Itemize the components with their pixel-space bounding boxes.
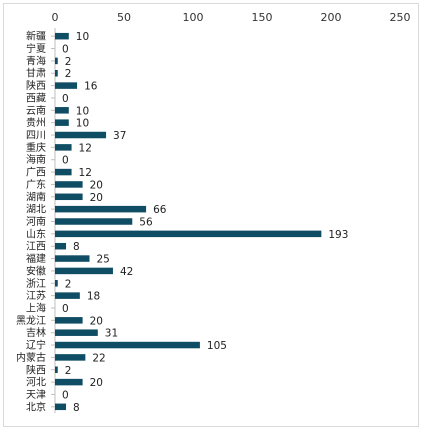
category-label: 陕西	[26, 79, 46, 92]
category-label: 江西	[26, 241, 46, 253]
data-label: 10	[76, 118, 89, 130]
bar	[55, 32, 69, 40]
data-label: 20	[90, 377, 103, 389]
category-label: 安徽	[26, 264, 46, 277]
category-label: 青海	[26, 54, 46, 67]
category-label: 山东	[26, 227, 46, 240]
category-label: 河南	[26, 215, 46, 228]
x-tick-label: 0	[52, 11, 59, 24]
bar	[55, 168, 72, 176]
data-label: 193	[328, 229, 348, 241]
category-label: 上海	[26, 301, 46, 314]
data-label: 16	[84, 81, 98, 93]
bar	[55, 131, 107, 139]
category-label: 广西	[26, 167, 46, 179]
bar	[55, 82, 78, 89]
bar	[55, 267, 113, 275]
bar	[55, 341, 200, 349]
category-label: 重庆	[26, 141, 46, 154]
bar	[55, 403, 67, 411]
bar	[55, 107, 69, 114]
x-tick-label: 100	[183, 11, 204, 24]
category-label: 宁夏	[26, 42, 46, 55]
bar	[55, 230, 322, 238]
data-label: 10	[76, 105, 89, 117]
data-label: 10	[76, 31, 89, 43]
category-label: 浙江	[26, 278, 46, 290]
data-label: 8	[73, 402, 80, 414]
category-label: 河北	[26, 377, 46, 389]
x-tick-label: 200	[321, 11, 342, 24]
data-label: 2	[65, 68, 72, 80]
category-label: 辽宁	[26, 339, 46, 352]
bar	[55, 57, 58, 65]
bar	[55, 218, 133, 225]
data-label: 2	[65, 278, 72, 290]
bar	[55, 242, 67, 250]
data-label: 12	[79, 167, 92, 179]
bar	[55, 329, 98, 336]
bar	[55, 205, 147, 213]
category-label: 内蒙古	[16, 351, 46, 364]
bar	[55, 280, 58, 287]
data-label: 2	[65, 56, 72, 68]
category-label: 北京	[26, 400, 46, 413]
bar	[55, 119, 69, 126]
data-label: 20	[90, 179, 103, 191]
category-label: 湖南	[26, 190, 46, 203]
x-tick-label: 250	[390, 11, 411, 24]
data-label: 8	[73, 241, 80, 253]
data-label: 42	[120, 266, 133, 278]
category-label: 天津	[26, 389, 46, 401]
data-label: 20	[90, 315, 103, 327]
data-label: 66	[153, 204, 167, 216]
data-label: 0	[62, 389, 69, 401]
x-tick-label: 150	[252, 11, 273, 24]
data-label: 37	[113, 130, 126, 142]
bar	[55, 144, 72, 151]
data-label: 0	[62, 44, 69, 56]
category-label: 四川	[26, 131, 46, 142]
data-label: 0	[62, 303, 69, 315]
data-label: 0	[62, 155, 69, 167]
bar	[55, 292, 80, 299]
category-label: 陕西	[26, 363, 46, 376]
data-label: 0	[62, 93, 69, 105]
x-tick-label: 50	[117, 11, 131, 24]
category-label: 吉林	[26, 326, 46, 339]
category-label: 福建	[26, 252, 46, 265]
category-label: 海南	[26, 153, 46, 166]
data-label: 18	[87, 291, 100, 303]
data-label: 22	[92, 352, 105, 364]
data-label: 56	[139, 217, 153, 229]
bar	[55, 193, 83, 201]
category-label: 甘肃	[26, 67, 46, 80]
category-label: 江苏	[26, 289, 46, 302]
data-label: 20	[90, 192, 103, 204]
category-label: 新疆	[26, 30, 46, 43]
data-label: 12	[79, 142, 92, 154]
data-label: 25	[97, 254, 110, 266]
category-label: 黑龙江	[16, 314, 46, 327]
bar	[55, 378, 83, 386]
data-label: 2	[65, 365, 72, 377]
bar	[55, 354, 86, 361]
data-label: 105	[207, 340, 227, 352]
bar	[55, 181, 83, 188]
data-label: 31	[105, 328, 118, 340]
bar	[55, 255, 90, 262]
bar	[55, 317, 83, 324]
category-label: 广东	[26, 178, 46, 191]
category-label: 西藏	[26, 92, 46, 104]
bar	[55, 366, 58, 374]
category-label: 贵州	[26, 116, 46, 129]
category-label: 云南	[26, 104, 46, 117]
bar	[55, 69, 58, 77]
category-label: 湖北	[26, 204, 46, 216]
